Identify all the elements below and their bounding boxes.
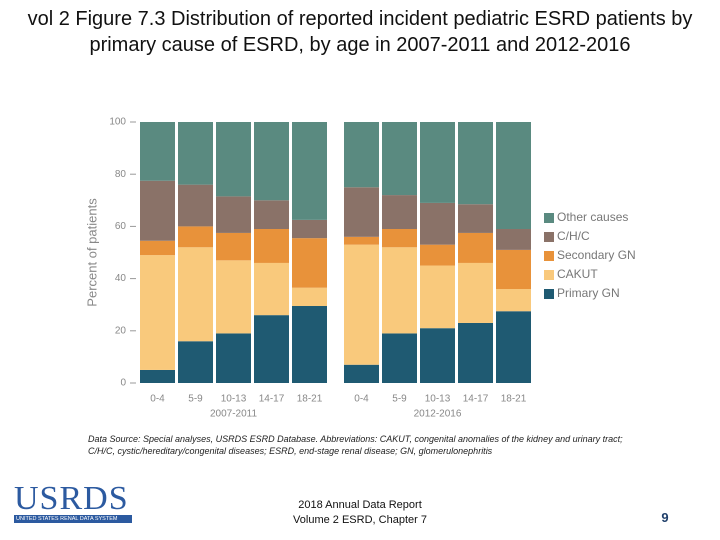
bar-segment [292,287,327,307]
bar-segment [178,122,213,185]
footer-line: 2018 Annual Data Report [298,499,422,511]
bar-segment [382,122,417,196]
bar-segment [420,202,455,245]
legend-label: Other causes [557,210,628,224]
legend-swatch [544,213,554,223]
y-tick-label: 60 [115,221,127,232]
legend-swatch [544,270,554,280]
bar-segment [496,249,531,290]
bar-segment [344,236,379,245]
x-tick-label: 10-13 [425,394,451,405]
bar-segment [458,262,493,323]
bar-segment [140,369,175,383]
bar-segment [382,333,417,383]
group-label: 2007-2011 [210,409,258,420]
legend-swatch [544,251,554,261]
y-tick-label: 100 [109,117,126,128]
bar-segment [292,238,327,288]
bar-segment [382,229,417,248]
bar-segment [178,247,213,342]
bar-segment [254,200,289,230]
bar-segment [458,204,493,233]
bar-segment [496,289,531,312]
y-tick-label: 20 [115,325,127,336]
group-label: 2012-2016 [414,409,462,420]
y-axis-label: Percent of patients [84,198,99,307]
bar-segment [292,306,327,383]
legend-label: C/H/C [557,229,590,243]
x-tick-label: 0-4 [150,394,165,405]
bar-segment [458,232,493,263]
bar-segment [458,322,493,383]
bar-segment [292,219,327,239]
y-tick-label: 40 [115,273,127,284]
bar-segment [496,311,531,383]
bar-segment [382,247,417,334]
bar-segment [420,328,455,383]
bar-segment [458,122,493,205]
bar-segment [178,184,213,227]
logo-subtitle: UNITED STATES RENAL DATA SYSTEM [14,515,132,523]
x-tick-label: 18-21 [297,394,323,405]
bar-segment [254,122,289,201]
bar-segment [254,229,289,263]
bar-segment [496,122,531,230]
legend-label: Primary GN [557,286,620,300]
logo-text: USRDS [14,480,129,517]
bar-segment [178,341,213,383]
bar-segment [216,333,251,383]
bar-segment [216,122,251,197]
bar-segment [420,265,455,329]
bar-segment [420,122,455,203]
legend-label: Secondary GN [557,248,636,262]
legend-label: CAKUT [557,267,598,281]
bar-segment [382,195,417,230]
x-tick-label: 18-21 [501,394,527,405]
bar-segment [140,180,175,241]
bar-segment [344,364,379,383]
logo: USRDS UNITED STATES RENAL DATA SYSTEM [14,480,132,523]
y-tick-label: 80 [115,169,127,180]
page-number: 9 [661,510,669,525]
bar-segment [178,226,213,248]
bar-segment [140,122,175,181]
bar-segment [344,187,379,237]
bar-segment [140,240,175,256]
legend-swatch [544,232,554,242]
bar-segment [292,122,327,220]
x-tick-label: 14-17 [259,394,285,405]
bar-segment [216,196,251,233]
x-tick-label: 10-13 [221,394,247,405]
bar-segment [140,255,175,370]
chart-title: vol 2 Figure 7.3 Distribution of reporte… [27,8,693,56]
bar-segment [496,229,531,250]
bar-segment [420,244,455,266]
x-tick-label: 5-9 [392,394,407,405]
bar-segment [344,244,379,365]
x-tick-label: 5-9 [188,394,203,405]
bar-segment [254,262,289,316]
footer: 2018 Annual Data Report Volume 2 ESRD, C… [260,498,460,528]
source-note: Data Source: Special analyses, USRDS ESR… [88,434,623,456]
y-tick-label: 0 [120,378,126,389]
bar-segment [344,122,379,188]
bar-segment [216,260,251,334]
footer-line: Volume 2 ESRD, Chapter 7 [293,514,427,526]
x-tick-label: 14-17 [463,394,489,405]
bar-segment [254,315,289,383]
legend-swatch [544,289,554,299]
x-tick-label: 0-4 [354,394,369,405]
bar-segment [216,232,251,261]
